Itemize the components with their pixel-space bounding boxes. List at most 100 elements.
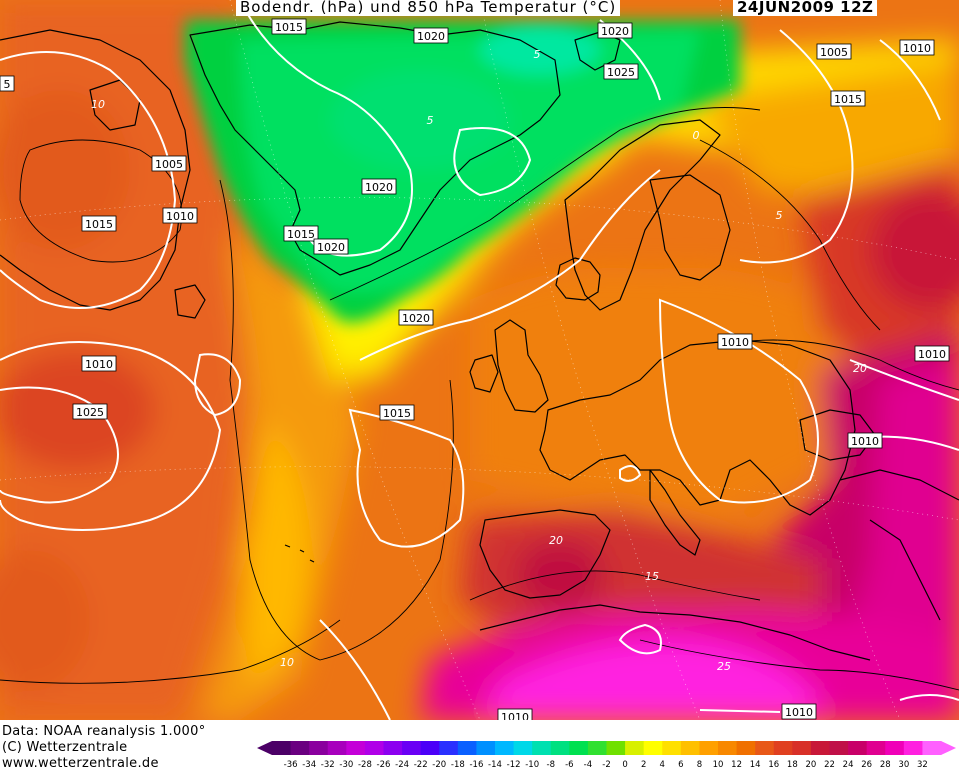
svg-text:1010: 1010 xyxy=(721,336,749,349)
svg-text:1020: 1020 xyxy=(365,181,393,194)
isobar-label: 1020 xyxy=(313,238,349,255)
svg-text:1015: 1015 xyxy=(287,228,315,241)
colorbar-tick-label: -18 xyxy=(451,760,465,770)
colorbar-swatch xyxy=(309,741,329,755)
svg-text:1010: 1010 xyxy=(166,210,194,223)
colorbar-swatch xyxy=(550,741,570,755)
isotherm-label: 0 xyxy=(693,129,700,142)
isobar-label: 1020 xyxy=(597,22,633,39)
isobar-label: 1010 xyxy=(81,355,117,372)
isotherm-label: 25 xyxy=(717,660,731,673)
colorbar-swatch xyxy=(848,741,868,755)
colorbar-swatch xyxy=(643,741,663,755)
svg-text:1020: 1020 xyxy=(417,30,445,43)
colorbar-arrow-high xyxy=(941,741,956,755)
isobar-label: 1010 xyxy=(899,39,935,56)
isotherm-label: 20 xyxy=(853,362,867,375)
isotherm-label: 5 xyxy=(534,48,541,61)
temperature-field xyxy=(0,0,959,720)
svg-text:1010: 1010 xyxy=(851,435,879,448)
colorbar-swatch xyxy=(420,741,440,755)
isobar-label: 1015 xyxy=(81,215,117,232)
colorbar-tick-label: 2 xyxy=(641,760,646,770)
isobar-label: 1015 xyxy=(271,18,307,35)
colorbar-tick-label: -16 xyxy=(469,760,483,770)
isotherm-label: 10 xyxy=(280,656,294,669)
isobar-label: 1025 xyxy=(72,403,108,420)
isobar-label: 1020 xyxy=(413,27,449,44)
colorbar-tick-label: 10 xyxy=(713,760,724,770)
svg-text:1010: 1010 xyxy=(903,42,931,55)
isobar-label: 5 xyxy=(0,75,15,92)
isobar-label: 1015 xyxy=(283,225,319,242)
colorbar-tick-label: -8 xyxy=(547,760,555,770)
colorbar-swatch xyxy=(569,741,589,755)
colorbar-tick-label: 14 xyxy=(750,760,761,770)
colorbar-swatch xyxy=(290,741,310,755)
graticule xyxy=(0,0,959,721)
isotherm-label: 5 xyxy=(427,114,434,127)
colorbar-swatch xyxy=(587,741,607,755)
isotherm-label: 5 xyxy=(776,209,783,222)
colorbar-tick-label: 32 xyxy=(917,760,928,770)
colorbar-swatch xyxy=(755,741,775,755)
isobar-label: 1005 xyxy=(816,43,852,60)
svg-text:1010: 1010 xyxy=(785,706,813,719)
copyright-text: (C) Wetterzentrale xyxy=(2,740,128,755)
colorbar-tick-label: -22 xyxy=(414,760,428,770)
map-datetime: 24JUN2009 12Z xyxy=(733,0,878,16)
svg-text:1005: 1005 xyxy=(155,158,183,171)
colorbar-swatch xyxy=(476,741,496,755)
isobar-label: 1020 xyxy=(361,178,397,195)
colorbar-swatch xyxy=(699,741,719,755)
colorbar-tick-label: -26 xyxy=(377,760,391,770)
svg-text:1020: 1020 xyxy=(317,241,345,254)
isotherms xyxy=(0,107,959,691)
colorbar-tick-label: 22 xyxy=(824,760,835,770)
colorbar-swatch xyxy=(662,741,682,755)
colorbar-swatch xyxy=(792,741,812,755)
colorbar-tick-label: 16 xyxy=(768,760,779,770)
colorbar-tick-label: -24 xyxy=(395,760,409,770)
svg-text:1010: 1010 xyxy=(85,358,113,371)
isobar-label: 1010 xyxy=(717,333,753,350)
isotherm-label: 20 xyxy=(549,534,563,547)
colorbar-swatch xyxy=(736,741,756,755)
svg-text:1010: 1010 xyxy=(918,348,946,361)
colorbar-tick-label: 6 xyxy=(678,760,683,770)
svg-text:1015: 1015 xyxy=(834,93,862,106)
isobar-label: 1005 xyxy=(151,155,187,172)
colorbar-swatch xyxy=(327,741,347,755)
colorbar-tick-label: -6 xyxy=(565,760,573,770)
colorbar-arrow-low xyxy=(257,741,272,755)
colorbar-tick-label: -28 xyxy=(358,760,372,770)
colorbar-swatch xyxy=(364,741,384,755)
colorbar-tick-label: 12 xyxy=(731,760,742,770)
colorbar-tick-label: -32 xyxy=(321,760,335,770)
colorbar-tick-label: -14 xyxy=(488,760,502,770)
colorbar-swatch xyxy=(346,741,366,755)
colorbar-swatch xyxy=(606,741,626,755)
colorbar-tick-label: 30 xyxy=(898,760,909,770)
colorbar-swatch xyxy=(625,741,645,755)
colorbar-tick-label: -20 xyxy=(432,760,446,770)
colorbar-swatch xyxy=(718,741,737,755)
colorbar-swatch xyxy=(383,741,403,755)
colorbar-tick-label: -36 xyxy=(284,760,298,770)
isobar-labels: 1015 1020 1020 1005 1010 1005 1010 1015 … xyxy=(0,18,950,725)
colorbar-tick-label: 26 xyxy=(861,760,872,770)
colorbar-swatch xyxy=(439,741,459,755)
svg-text:1015: 1015 xyxy=(383,407,411,420)
colorbar-tick-label: 18 xyxy=(787,760,798,770)
isobar-label: 1010 xyxy=(914,345,950,362)
website-text: www.wetterzentrale.de xyxy=(2,756,159,771)
colorbar-tick-label: -12 xyxy=(507,760,521,770)
colorbar-ticks: -36 -34 -32 -30 -28 -26 -24 -22 -20 -18 -16 -14 -12-… xyxy=(284,760,928,770)
colorbar-tick-label: 4 xyxy=(660,760,665,770)
svg-text:1020: 1020 xyxy=(601,25,629,38)
isobar-label: 1010 xyxy=(781,703,817,720)
colorbar-tick-label: -10 xyxy=(525,760,539,770)
isobar-label: 1025 xyxy=(603,63,639,80)
svg-text:1025: 1025 xyxy=(607,66,635,79)
